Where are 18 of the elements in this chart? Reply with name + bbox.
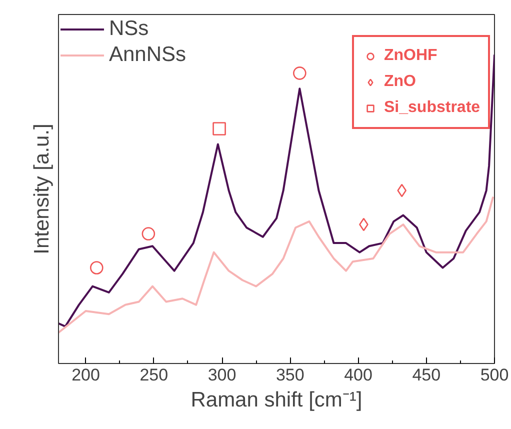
y-axis-title: Intensity [a.u.]: [30, 124, 54, 254]
x-tick-label: 250: [140, 366, 168, 384]
legend-label: ZnOHF: [384, 46, 438, 66]
point: [212, 122, 226, 136]
x-tick-label: 400: [344, 366, 372, 384]
point: [293, 66, 306, 80]
x-tick-label: 500: [480, 366, 509, 384]
legend-label: NSs: [109, 16, 149, 42]
x-tick-label: 200: [72, 366, 100, 384]
x-tick-label: 450: [412, 366, 441, 384]
legend-label: Si_substrate: [384, 98, 480, 118]
x-axis-title: Raman shift [cm⁻¹]: [190, 388, 362, 412]
point: [142, 227, 156, 240]
x-tick-label: 300: [208, 366, 236, 384]
x-tick-label: 350: [276, 366, 304, 384]
legend-label: ZnO: [384, 72, 417, 92]
legend-label: AnnNSs: [109, 42, 186, 68]
point: [90, 261, 104, 274]
